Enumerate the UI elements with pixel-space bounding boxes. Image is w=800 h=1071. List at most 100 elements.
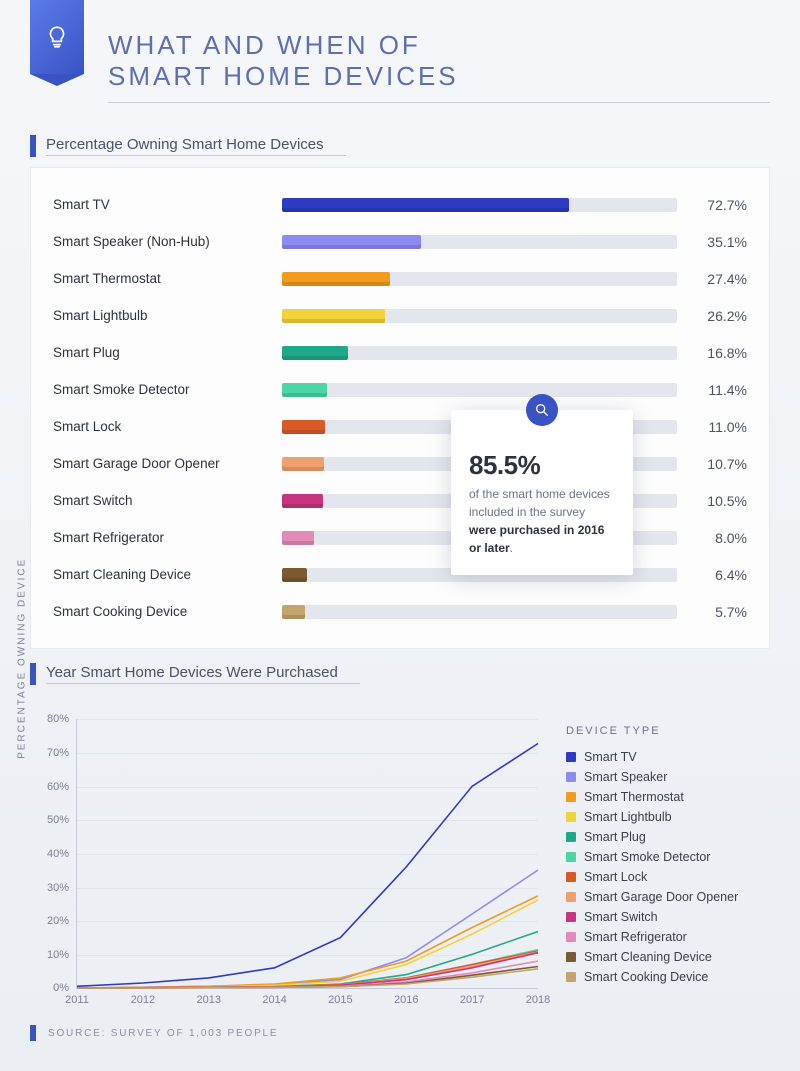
line-chart-area: PERCENTAGE OWNING DEVICE 0%10%20%30%40%5… [30, 695, 770, 997]
accent-tick [30, 1025, 36, 1041]
legend-item: Smart Lock [566, 867, 770, 887]
bar-label: Smart Cleaning Device [53, 567, 268, 582]
legend-label: Smart Lightbulb [584, 810, 672, 824]
series-line [77, 932, 538, 989]
bar-track [282, 346, 677, 360]
bar-row: Smart TV72.7% [53, 186, 747, 223]
legend-title: DEVICE TYPE [566, 725, 770, 737]
bar-label: Smart Garage Door Opener [53, 456, 268, 471]
header: WHAT AND WHEN OFSMART HOME DEVICES [30, 0, 770, 121]
x-tick-label: 2015 [328, 988, 352, 1006]
bar-value: 26.2% [691, 308, 747, 324]
legend-swatch [566, 912, 576, 922]
bar-label: Smart Speaker (Non-Hub) [53, 234, 268, 249]
bar-fill [282, 272, 390, 286]
legend-label: Smart Cooking Device [584, 970, 708, 984]
x-tick-label: 2014 [262, 988, 286, 1006]
legend-label: Smart Smoke Detector [584, 850, 710, 864]
bar-label: Smart Smoke Detector [53, 382, 268, 397]
bar-value: 11.0% [691, 419, 747, 435]
bar-fill [282, 309, 385, 323]
bar-row: Smart Refrigerator 8.0% [53, 519, 747, 556]
legend-swatch [566, 892, 576, 902]
bar-label: Smart Refrigerator [53, 530, 268, 545]
bar-fill [282, 235, 421, 249]
legend-item: Smart Refrigerator [566, 927, 770, 947]
legend-item: Smart Smoke Detector [566, 847, 770, 867]
legend-item: Smart Garage Door Opener [566, 887, 770, 907]
bar-label: Smart Thermostat [53, 271, 268, 286]
bar-row: Smart Switch 10.5% [53, 482, 747, 519]
legend-swatch [566, 952, 576, 962]
y-tick-label: 30% [47, 882, 77, 894]
bar-fill [282, 531, 314, 545]
x-tick-label: 2018 [526, 988, 550, 1006]
bar-label: Smart Lightbulb [53, 308, 268, 323]
legend-swatch [566, 872, 576, 882]
x-tick-label: 2011 [65, 988, 89, 1006]
accent-tick [30, 135, 36, 157]
bar-value: 35.1% [691, 234, 747, 250]
x-tick-label: 2013 [196, 988, 220, 1006]
bar-value: 27.4% [691, 271, 747, 287]
bar-value: 10.5% [691, 493, 747, 509]
y-tick-label: 80% [47, 713, 77, 725]
bar-value: 8.0% [691, 530, 747, 546]
x-tick-label: 2017 [460, 988, 484, 1006]
source-line: SOURCE: SURVEY OF 1,003 PEOPLE [30, 1025, 770, 1041]
bar-row: Smart Plug16.8% [53, 334, 747, 371]
callout-text: of the smart home devices included in th… [469, 485, 615, 557]
series-line [77, 896, 538, 988]
bar-value: 10.7% [691, 456, 747, 472]
section-2-title: Year Smart Home Devices Were Purchased [46, 664, 360, 684]
bar-row: Smart Lightbulb 26.2% [53, 297, 747, 334]
bar-row: Smart Thermostat 27.4% [53, 260, 747, 297]
bar-label: Smart Cooking Device [53, 604, 268, 619]
bar-track [282, 309, 677, 323]
accent-tick [30, 663, 36, 685]
legend-swatch [566, 972, 576, 982]
bar-value: 11.4% [691, 382, 747, 398]
y-axis-label: PERCENTAGE OWNING DEVICE [17, 558, 28, 759]
bar-label: Smart Lock [53, 419, 268, 434]
y-tick-label: 40% [47, 848, 77, 860]
bar-label: Smart TV [53, 197, 268, 212]
legend-swatch [566, 932, 576, 942]
legend-item: Smart Cleaning Device [566, 947, 770, 967]
legend-item: Smart Switch [566, 907, 770, 927]
legend-swatch [566, 752, 576, 762]
bar-fill [282, 494, 323, 508]
title-line-2: SMART HOME DEVICES [108, 61, 459, 91]
legend-item: Smart TV [566, 747, 770, 767]
bar-track [282, 235, 677, 249]
callout-value: 85.5% [469, 446, 615, 485]
bar-row: Smart Lock 11.0% [53, 408, 747, 445]
series-line [77, 744, 538, 987]
bar-value: 5.7% [691, 604, 747, 620]
bar-fill [282, 605, 305, 619]
bar-fill [282, 198, 569, 212]
bar-track [282, 272, 677, 286]
legend-item: Smart Lightbulb [566, 807, 770, 827]
legend-item: Smart Speaker [566, 767, 770, 787]
y-tick-label: 50% [47, 814, 77, 826]
line-chart-plot: 0%10%20%30%40%50%60%70%80%20112012201320… [76, 719, 538, 989]
section-1-header: Percentage Owning Smart Home Devices [30, 135, 770, 157]
bar-label: Smart Plug [53, 345, 268, 360]
bar-fill [282, 383, 327, 397]
y-tick-label: 20% [47, 915, 77, 927]
legend-label: Smart Switch [584, 910, 658, 924]
bar-row: Smart Speaker (Non-Hub) 35.1% [53, 223, 747, 260]
legend-swatch [566, 852, 576, 862]
bar-label: Smart Switch [53, 493, 268, 508]
x-tick-label: 2012 [131, 988, 155, 1006]
y-tick-label: 70% [47, 747, 77, 759]
section-1-title: Percentage Owning Smart Home Devices [46, 136, 346, 156]
legend-label: Smart TV [584, 750, 637, 764]
legend-label: Smart Refrigerator [584, 930, 687, 944]
bar-value: 6.4% [691, 567, 747, 583]
bar-row: Smart Smoke Detector 11.4% [53, 371, 747, 408]
magnify-icon [526, 394, 558, 426]
bar-track [282, 198, 677, 212]
bar-fill [282, 346, 348, 360]
